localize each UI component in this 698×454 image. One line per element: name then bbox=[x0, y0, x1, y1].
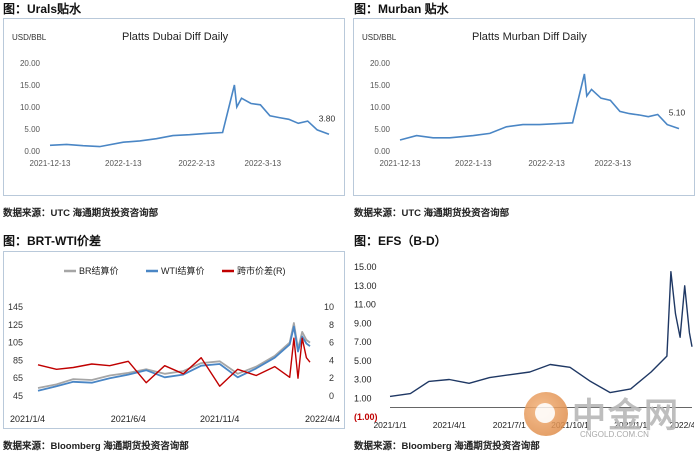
murban-ytick-label: 0.00 bbox=[374, 147, 390, 156]
urals-ytick-label: 0.00 bbox=[24, 147, 40, 156]
brtwti-series-line-1 bbox=[37, 322, 311, 389]
murban-xtick-label: 2022-3-13 bbox=[595, 159, 632, 168]
efs-xtick-label: 2021/10/1 bbox=[551, 420, 589, 428]
murban-ytick-label: 15.00 bbox=[370, 81, 391, 90]
efs-ytick-label: 15.00 bbox=[354, 262, 377, 272]
murban-chart: USD/BBL Platts Murban Diff Daily 0.00 5.00 1… bbox=[362, 31, 686, 168]
efs-ytick-label: 7.00 bbox=[354, 337, 372, 347]
brtwti-xtick-label: 2021/6/4 bbox=[111, 414, 146, 424]
murban-ytick-label: 20.00 bbox=[370, 59, 391, 68]
urals-chart: USD/BBL Platts Dubai Diff Daily 0.00 5.00 10… bbox=[12, 31, 336, 168]
watermark-domain-text: CNGOLD.COM.CN bbox=[580, 430, 649, 439]
urals-panel-title: 图：Urals贴水 bbox=[3, 2, 82, 16]
urals-unit-label: USD/BBL bbox=[12, 33, 47, 42]
urals-ytick-label: 10.00 bbox=[20, 103, 41, 112]
urals-chart-title: Platts Dubai Diff Daily bbox=[122, 31, 229, 43]
efs-ytick-label: 9.00 bbox=[354, 318, 372, 328]
brtwti-chart: BR结算价 WTI结算价 跨市价差(R) 45 65 85 105 125 145 0 2 4 6 8 10… bbox=[8, 265, 340, 424]
efs-ytick-label: 11.00 bbox=[354, 300, 376, 310]
urals-xtick-label: 2022-3-13 bbox=[245, 159, 282, 168]
efs-chart: (1.00) 1.00 3.00 5.00 7.00 9.00 11.00 13.00 15.0… bbox=[354, 262, 698, 430]
brtwti-series-line-3 bbox=[37, 337, 311, 387]
brtwti-ytick-left-label: 145 bbox=[8, 302, 23, 312]
brtwti-xtick-label: 2021/11/4 bbox=[200, 414, 239, 424]
murban-source-note: 数据来源：UTC 海通期货投资咨询部 bbox=[354, 208, 510, 219]
efs-ytick-label: 1.00 bbox=[354, 393, 372, 403]
urals-ytick-label: 15.00 bbox=[20, 81, 41, 90]
brtwti-chart-frame: BR结算价 WTI结算价 跨市价差(R) 45 65 85 105 125 145 0 2 4 6 8 10… bbox=[3, 251, 345, 429]
efs-panel-title: 图：EFS（B-D） bbox=[354, 234, 447, 248]
efs-xtick-label: 2021/1/1 bbox=[373, 420, 406, 428]
brtwti-ytick-right-label: 4 bbox=[329, 355, 334, 365]
urals-ytick-label: 5.00 bbox=[24, 125, 40, 134]
murban-ytick-label: 5.00 bbox=[374, 125, 390, 134]
urals-last-value-label: 3.80 bbox=[319, 113, 336, 123]
brtwti-xtick-label: 2022/4/4 bbox=[305, 414, 340, 424]
brtwti-xtick-label: 2021/1/4 bbox=[10, 414, 45, 424]
murban-series-line bbox=[399, 73, 680, 141]
urals-xtick-label: 2021-12-13 bbox=[30, 159, 71, 168]
efs-series-line bbox=[389, 271, 693, 398]
urals-chart-frame: USD/BBL Platts Dubai Diff Daily 0.00 5.00 10… bbox=[3, 18, 345, 196]
efs-xtick-label: 2022/4/1 bbox=[669, 420, 694, 428]
brtwti-ytick-right-label: 2 bbox=[329, 373, 334, 383]
murban-panel-title: 图：Murban 贴水 bbox=[354, 2, 449, 16]
brtwti-ytick-left-label: 65 bbox=[13, 373, 23, 383]
urals-ytick-label: 20.00 bbox=[20, 59, 41, 68]
brtwti-series-line-2 bbox=[37, 325, 311, 392]
murban-xtick-label: 2022-1-13 bbox=[455, 159, 492, 168]
murban-last-value-label: 5.10 bbox=[669, 108, 686, 118]
murban-chart-title: Platts Murban Diff Daily bbox=[472, 31, 587, 43]
cngold-logo-icon bbox=[524, 392, 568, 436]
brtwti-legend-label: WTI结算价 bbox=[161, 265, 205, 276]
efs-xtick-label: 2021/4/1 bbox=[433, 420, 466, 428]
watermark-chinese-text: 中金网 bbox=[572, 397, 680, 435]
murban-chart-frame: USD/BBL Platts Murban Diff Daily 0.00 5.00 1… bbox=[353, 18, 695, 196]
urals-xtick-label: 2022-1-13 bbox=[105, 159, 142, 168]
urals-xtick-label: 2022-2-13 bbox=[178, 159, 215, 168]
urals-series-line bbox=[49, 84, 330, 148]
brtwti-ytick-left-label: 105 bbox=[8, 338, 23, 348]
murban-unit-label: USD/BBL bbox=[362, 33, 397, 42]
efs-xtick-label: 2022/1/1 bbox=[614, 420, 647, 428]
brtwti-source-note: 数据来源：Bloomberg 海通期货投资咨询部 bbox=[3, 441, 189, 452]
brtwti-ytick-left-label: 85 bbox=[13, 355, 23, 365]
brtwti-ytick-right-label: 8 bbox=[329, 320, 334, 330]
efs-ytick-label: 5.00 bbox=[354, 356, 372, 366]
brtwti-ytick-left-label: 45 bbox=[13, 391, 23, 401]
urals-source-note: 数据来源：UTC 海通期货投资咨询部 bbox=[3, 208, 159, 219]
efs-chart-frame: (1.00) 1.00 3.00 5.00 7.00 9.00 11.00 13.00 15.0… bbox=[353, 251, 698, 430]
brtwti-ytick-left-label: 125 bbox=[8, 320, 23, 330]
efs-source-note: 数据来源：Bloomberg 海通期货投资咨询部 bbox=[354, 441, 540, 452]
murban-ytick-label: 10.00 bbox=[370, 103, 391, 112]
brtwti-panel-title: 图：BRT-WTI价差 bbox=[3, 234, 101, 248]
murban-xtick-label: 2022-2-13 bbox=[528, 159, 565, 168]
efs-ytick-label: 3.00 bbox=[354, 375, 372, 385]
brtwti-legend-label: 跨市价差(R) bbox=[237, 265, 286, 276]
cngold-watermark: 中金网 CNGOLD.COM.CN bbox=[522, 386, 692, 446]
brtwti-legend-label: BR结算价 bbox=[79, 265, 119, 276]
murban-xtick-label: 2021-12-13 bbox=[380, 159, 421, 168]
brtwti-ytick-right-label: 6 bbox=[329, 338, 334, 348]
efs-ytick-label: (1.00) bbox=[354, 412, 378, 422]
brtwti-ytick-right-label: 10 bbox=[324, 302, 334, 312]
efs-ytick-label: 13.00 bbox=[354, 281, 377, 291]
efs-xtick-label: 2021/7/1 bbox=[493, 420, 526, 428]
brtwti-ytick-right-label: 0 bbox=[329, 391, 334, 401]
